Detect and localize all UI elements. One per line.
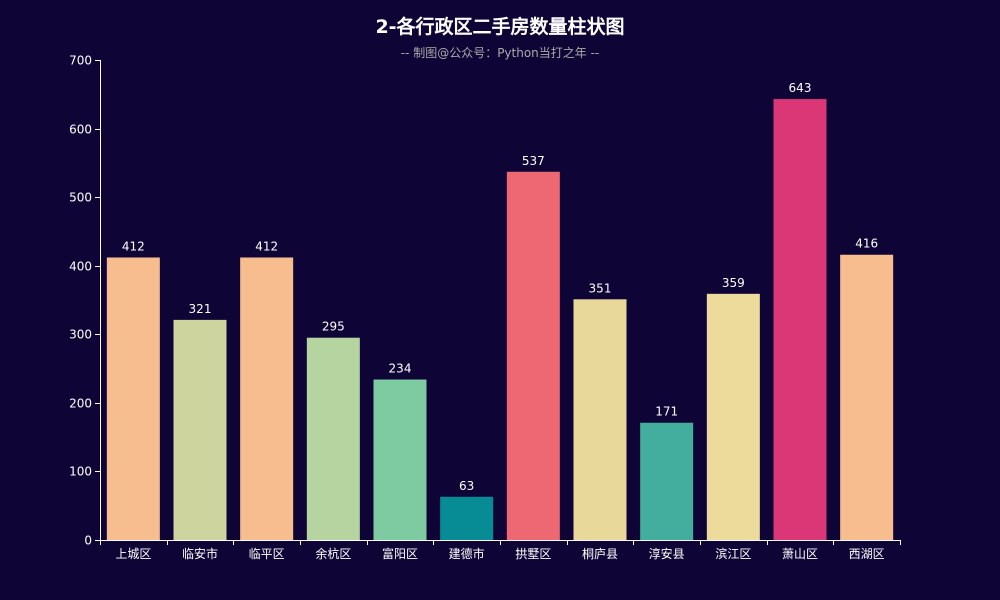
y-axis: 0 100 200 300 400 500 600 700: [69, 54, 101, 548]
bars: [106, 99, 894, 540]
x-tick-label: 临平区: [249, 547, 285, 561]
x-tick-label: 西湖区: [849, 546, 885, 561]
x-tick-label: 临安市: [182, 546, 218, 561]
chart-title: 2-各行政区二手房数量柱状图: [375, 16, 625, 38]
x-tick-label: 余杭区: [315, 546, 351, 561]
bar[interactable]: [640, 422, 694, 540]
data-label: 643: [789, 81, 812, 95]
data-label: 359: [722, 276, 745, 290]
bar[interactable]: [506, 171, 560, 540]
data-label: 295: [322, 320, 345, 334]
bar[interactable]: [706, 293, 760, 540]
y-tick-label: 200: [69, 397, 92, 411]
y-tick-label: 0: [84, 534, 92, 548]
x-tick-label: 滨江区: [715, 546, 751, 561]
x-axis: 上城区 临安市 临平区 余杭区 富阳区 建德市 拱墅区 桐庐县 淳安县 滨江区 萧山区 西湖区: [100, 540, 901, 561]
bar[interactable]: [573, 299, 627, 540]
x-tick-label: 上城区: [115, 547, 151, 561]
x-tick-label: 建德市: [449, 546, 485, 561]
data-label: 321: [189, 302, 212, 316]
data-label: 412: [122, 239, 145, 253]
y-tick-label: 600: [69, 123, 92, 137]
x-tick-label: 拱墅区: [515, 547, 551, 561]
data-label: 63: [459, 479, 474, 493]
bar[interactable]: [773, 99, 827, 540]
bar[interactable]: [240, 257, 294, 540]
data-label: 412: [255, 239, 278, 253]
x-tick-label: 桐庐县: [582, 546, 618, 561]
bar[interactable]: [306, 337, 360, 540]
x-tick-label: 富阳区: [382, 546, 418, 561]
bar[interactable]: [840, 254, 894, 540]
chart-subtitle: -- 制图@公众号：Python当打之年 --: [400, 46, 600, 60]
x-tick-label: 萧山区: [782, 547, 818, 561]
y-tick-label: 700: [69, 54, 92, 68]
y-tick-label: 300: [69, 328, 92, 342]
y-tick-label: 500: [69, 191, 92, 205]
x-tick-label: 淳安县: [649, 546, 685, 561]
y-tick-label: 100: [69, 465, 92, 479]
data-label: 234: [389, 362, 412, 376]
bar[interactable]: [173, 319, 227, 540]
data-label: 351: [589, 281, 612, 295]
bar[interactable]: [373, 379, 427, 540]
data-label: 537: [522, 154, 545, 168]
data-labels: 412 321 412 295 234 63 537 351 171 359 643 416: [122, 81, 878, 493]
bar[interactable]: [440, 496, 494, 540]
y-tick-label: 400: [69, 260, 92, 274]
data-label: 171: [655, 405, 678, 419]
data-label: 416: [855, 237, 878, 251]
bar[interactable]: [106, 257, 160, 540]
